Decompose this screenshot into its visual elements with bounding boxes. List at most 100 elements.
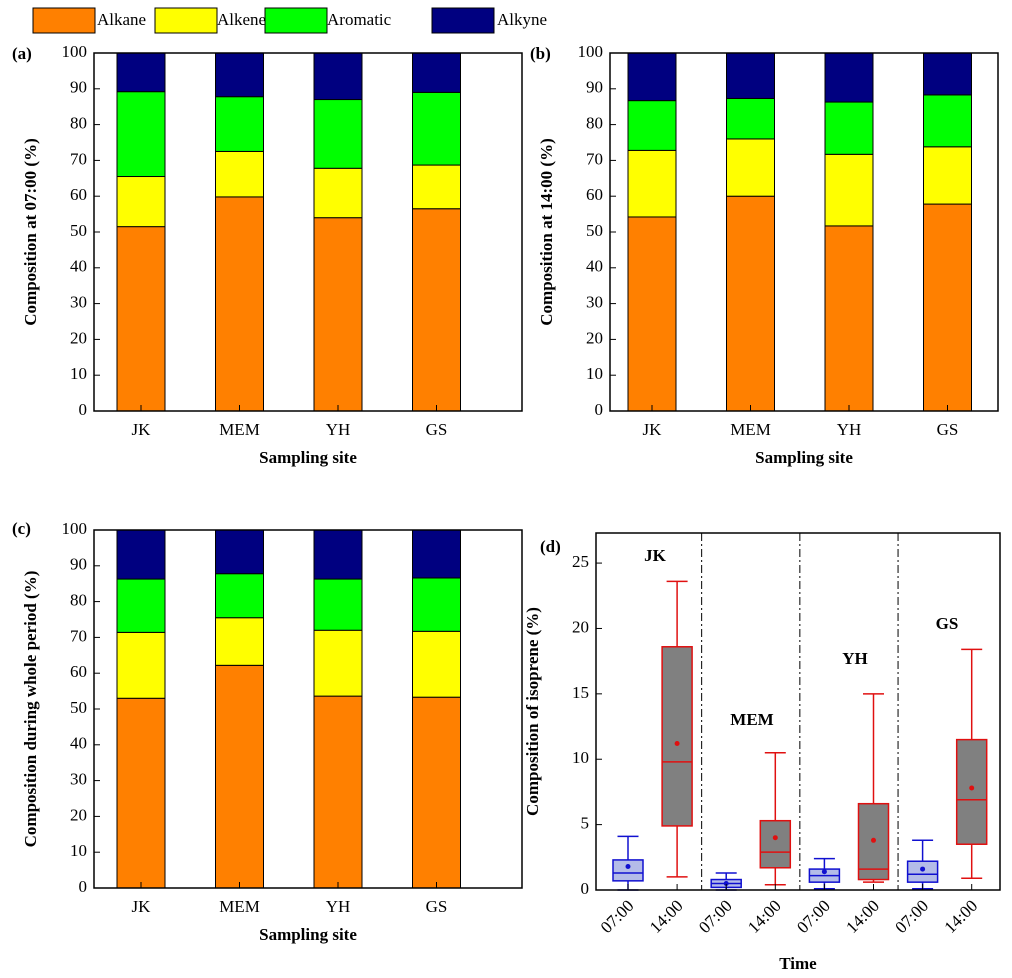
y-tick-label: 80: [586, 114, 603, 133]
bar-segment: [116, 529, 166, 580]
bar-segment: [412, 164, 461, 210]
y-tick-label: 10: [70, 364, 87, 383]
y-tick-label: 80: [70, 114, 87, 133]
bar-segment: [116, 631, 166, 699]
y-tick-label: 30: [70, 770, 87, 789]
y-tick-label: 50: [586, 221, 603, 240]
x-tick-label: 14:00: [744, 896, 785, 937]
x-tick-label: 14:00: [842, 896, 883, 937]
bar-segment: [824, 225, 874, 412]
group-label: MEM: [730, 710, 773, 729]
mean: [625, 863, 631, 869]
y-tick-label: 70: [70, 149, 87, 168]
legend-label: Alkane: [97, 10, 146, 29]
x-tick-label: JK: [132, 420, 152, 439]
bar-segment: [215, 617, 264, 666]
x-tick-label: 07:00: [597, 896, 638, 937]
bar-segment: [726, 52, 775, 99]
bar-segment: [116, 176, 166, 228]
y-tick-label: 60: [70, 662, 87, 681]
legend-label: Alkene: [217, 10, 266, 29]
x-tick-label: JK: [132, 897, 152, 916]
legend-swatch: [264, 7, 328, 34]
bar-segment: [215, 573, 264, 619]
y-tick-label: 0: [79, 877, 88, 896]
x-axis-label: Sampling site: [755, 448, 853, 467]
bar-segment: [726, 138, 775, 197]
plot-frame: [93, 529, 523, 889]
bar-segment: [215, 96, 264, 152]
bar-segment: [313, 695, 363, 889]
x-tick-label: YH: [326, 897, 351, 916]
panel-label: (c): [12, 519, 31, 538]
plot-frame: [595, 532, 1001, 891]
y-tick-label: 0: [79, 400, 88, 419]
mean: [674, 741, 680, 747]
x-tick-label: 07:00: [891, 896, 932, 937]
y-tick-label: 15: [572, 683, 589, 702]
y-tick-label: 50: [70, 221, 87, 240]
box: [955, 738, 988, 845]
bar-segment: [313, 52, 363, 101]
y-tick-label: 0: [581, 879, 590, 898]
bar-segment: [923, 203, 972, 412]
bar-segment: [726, 195, 775, 412]
y-tick-label: 80: [70, 591, 87, 610]
bar-segment: [313, 529, 363, 580]
x-tick-label: GS: [937, 420, 959, 439]
group-label: JK: [644, 546, 667, 565]
y-tick-label: 50: [70, 698, 87, 717]
y-tick-label: 40: [70, 734, 87, 753]
bar-segment: [627, 52, 677, 102]
y-axis-label: Composition at 14:00 (%): [537, 138, 556, 325]
bar-segment: [215, 529, 264, 575]
group-label: YH: [842, 649, 868, 668]
y-tick-label: 100: [62, 42, 88, 61]
legend-label: Alkyne: [497, 10, 547, 29]
panel-label: (b): [530, 44, 551, 63]
y-tick-label: 10: [70, 841, 87, 860]
x-tick-label: JK: [643, 420, 663, 439]
y-tick-label: 25: [572, 552, 589, 571]
y-tick-label: 70: [586, 149, 603, 168]
bar-segment: [215, 664, 264, 889]
bar-segment: [824, 153, 874, 227]
x-axis-label: Time: [779, 954, 817, 973]
x-tick-label: 07:00: [793, 896, 834, 937]
bar-segment: [923, 52, 972, 96]
legend-label: Aromatic: [327, 10, 392, 29]
x-tick-label: 07:00: [695, 896, 736, 937]
y-tick-label: 40: [586, 257, 603, 276]
bar-segment: [726, 97, 775, 140]
box: [759, 819, 792, 869]
mean: [723, 880, 729, 886]
bar-segment: [313, 99, 363, 169]
y-axis-label: Composition at 07:00 (%): [21, 138, 40, 325]
bar-segment: [116, 697, 166, 889]
box: [661, 646, 693, 827]
bar-segment: [923, 146, 972, 205]
y-tick-label: 30: [586, 293, 603, 312]
bar-segment: [313, 167, 363, 219]
y-tick-label: 5: [581, 814, 590, 833]
bar-segment: [824, 101, 874, 155]
y-tick-label: 10: [572, 748, 589, 767]
x-tick-label: YH: [837, 420, 862, 439]
legend-swatch: [32, 7, 96, 34]
y-axis-label: Composition during whole period (%): [21, 571, 40, 848]
y-tick-label: 90: [586, 78, 603, 97]
y-axis-label: Composition of isoprene (%): [523, 607, 542, 816]
y-tick-label: 20: [70, 805, 87, 824]
bar-segment: [627, 216, 677, 412]
bar-segment: [627, 100, 677, 151]
y-tick-label: 70: [70, 626, 87, 645]
bar-segment: [824, 52, 874, 103]
y-tick-label: 10: [586, 364, 603, 383]
bar-segment: [412, 529, 461, 579]
x-tick-label: GS: [426, 897, 448, 916]
x-tick-label: GS: [426, 420, 448, 439]
bar-segment: [412, 208, 461, 412]
bar-segment: [627, 149, 677, 218]
